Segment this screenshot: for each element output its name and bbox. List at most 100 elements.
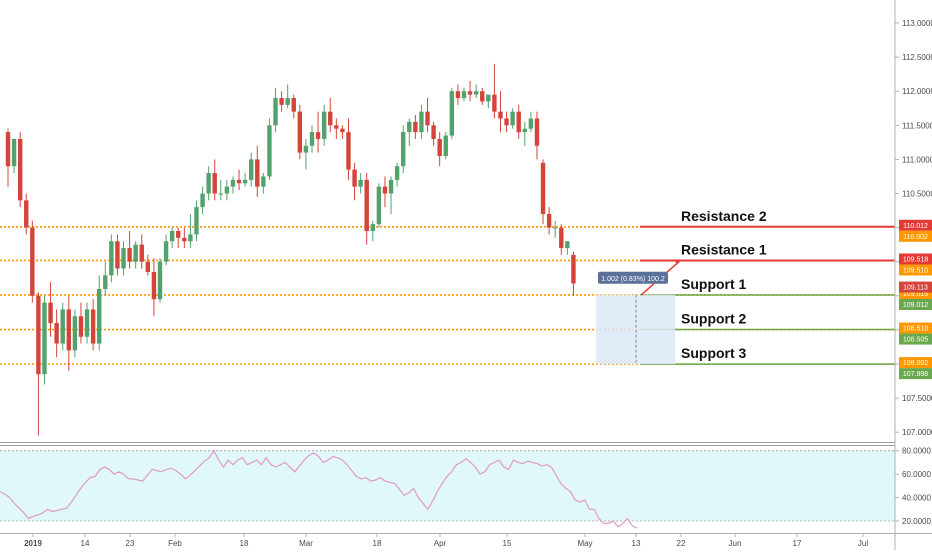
candle-body <box>97 288 102 344</box>
candle-body <box>419 111 424 133</box>
candle-body <box>480 91 485 102</box>
candle <box>103 261 108 296</box>
candle <box>370 220 375 242</box>
price-tick-label: 107.0000 <box>902 428 932 437</box>
candle-body <box>461 91 467 99</box>
price-tick-label: 112.0000 <box>902 87 932 96</box>
candle-body <box>321 111 327 139</box>
candle <box>437 132 442 167</box>
candle-body <box>303 145 309 153</box>
price-tag-text: 110.012 <box>903 223 928 230</box>
candle <box>200 186 205 214</box>
candle <box>546 207 552 235</box>
candle-body <box>273 98 278 126</box>
candle <box>480 87 485 105</box>
candle-body <box>352 169 357 187</box>
candle-body <box>291 98 296 112</box>
time-tick-label: Mar <box>299 539 313 548</box>
candle-body <box>115 241 120 269</box>
candle-body <box>109 241 114 276</box>
measure-label: 1.002 (0.83%) 100.2 <box>601 276 665 283</box>
price-tick-label: 112.5000 <box>902 53 932 62</box>
level-price-tag: 109.015 <box>899 287 932 299</box>
candle <box>486 94 491 109</box>
candle <box>109 234 114 283</box>
candle <box>218 179 223 201</box>
price-tag-box <box>899 253 932 265</box>
candle-body <box>546 213 552 228</box>
candle <box>407 118 412 146</box>
time-tick-label: 22 <box>677 539 686 548</box>
time-tick-label: 2019 <box>24 539 42 548</box>
rsi-tick-label: 40.0000 <box>902 494 931 503</box>
price-tag-text: 109.015 <box>903 291 928 298</box>
price-tick-label: 113.0000 <box>902 19 932 28</box>
candle-body <box>328 111 333 126</box>
candle-body <box>315 132 321 139</box>
candle-body <box>340 128 345 133</box>
candle <box>394 162 400 187</box>
level-price-tag: 110.012 <box>899 219 932 231</box>
candle <box>66 295 71 371</box>
candle-body <box>121 248 126 269</box>
candle-body <box>200 193 205 208</box>
candle <box>376 183 382 228</box>
price-tag-text: 110.002 <box>903 234 928 241</box>
candle-body <box>486 94 491 102</box>
candle <box>206 166 211 201</box>
candle <box>163 234 169 266</box>
candle <box>540 159 546 225</box>
candle <box>48 282 53 337</box>
candle-body <box>145 261 151 272</box>
measure-label-box <box>598 271 668 284</box>
candle <box>255 145 260 197</box>
candle-body <box>516 111 521 133</box>
candle-body <box>401 132 406 167</box>
candle <box>249 152 254 187</box>
level-price-tag: 108.002 <box>899 357 932 369</box>
rsi-tick-label: 80.0000 <box>902 447 931 456</box>
candle <box>157 258 163 303</box>
candle-body <box>388 179 394 194</box>
candle <box>169 227 175 249</box>
candle-body <box>78 316 84 337</box>
price-tick-label: 107.5000 <box>902 394 932 403</box>
candle-body <box>364 179 369 232</box>
price-tag-text: 109.518 <box>903 256 928 263</box>
price-tag-text: 108.510 <box>903 326 928 333</box>
candle <box>230 176 236 194</box>
candle-body <box>194 207 199 235</box>
candle-body <box>127 248 132 262</box>
candle <box>291 94 296 119</box>
rsi-panel <box>0 449 895 529</box>
price-tag-text: 109.510 <box>903 267 928 274</box>
candle <box>97 275 102 351</box>
price-tag-text: 108.002 <box>903 360 928 367</box>
support-label: Support 3 <box>681 345 747 361</box>
candle <box>473 84 479 99</box>
time-tick-label: Jun <box>729 539 742 548</box>
price-tag-box <box>899 230 932 242</box>
price-tick-label: 111.5000 <box>902 121 932 130</box>
candle <box>528 111 534 133</box>
candle-body <box>90 309 96 344</box>
candle-body <box>218 193 223 195</box>
candle-body <box>42 302 47 375</box>
candle <box>194 200 199 242</box>
candle-body <box>437 138 442 156</box>
candle <box>139 234 144 269</box>
level-price-tag: 108.510 <box>899 322 932 334</box>
candle <box>571 251 576 296</box>
candle <box>388 176 394 214</box>
candle-body <box>394 166 400 180</box>
candles <box>5 63 576 436</box>
candle-body <box>176 231 181 238</box>
candle-body <box>565 241 570 249</box>
candle-body <box>236 179 242 184</box>
candle-body <box>267 125 272 177</box>
candle <box>510 108 515 129</box>
candle-body <box>151 271 157 300</box>
candle-body <box>473 91 479 95</box>
rsi-line <box>0 449 638 529</box>
candle <box>443 132 448 160</box>
